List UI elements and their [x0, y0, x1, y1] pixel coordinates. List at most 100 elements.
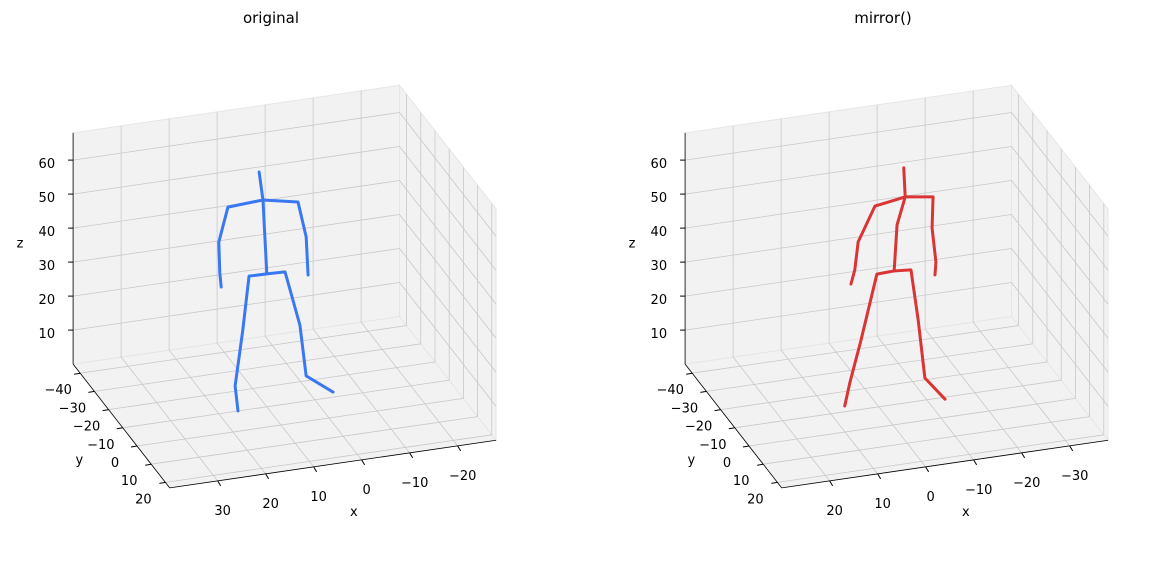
tick-mark [742, 445, 750, 448]
y-tick-label: 10 [121, 474, 138, 489]
grid-line [165, 434, 492, 483]
tick-mark [714, 409, 721, 412]
grid-line [685, 214, 1012, 263]
grid-line [685, 112, 1012, 161]
z-tick-label: 20 [39, 293, 56, 308]
x-tick-label: 0 [363, 483, 371, 498]
y-tick-label: −10 [699, 438, 726, 453]
grid-line [685, 146, 1012, 195]
grid-line [924, 328, 1022, 454]
grid-line [399, 146, 497, 271]
z-tick-label: 50 [39, 191, 56, 206]
grid-line [876, 335, 974, 461]
grid-line [777, 434, 1104, 483]
grid-line [122, 379, 450, 429]
x-axis-line [781, 439, 1109, 489]
tick-mark [771, 481, 778, 484]
x-tick-label: −10 [401, 476, 428, 491]
tick-mark [217, 480, 222, 487]
x-axis-label: x [962, 505, 970, 520]
limb [217, 198, 310, 289]
tick-mark [728, 427, 735, 430]
y-tick-label: 0 [723, 456, 731, 471]
grid-line [972, 321, 1070, 447]
grid-line [685, 248, 1012, 297]
x-tick-label: 20 [262, 497, 279, 512]
z-tick-label: 40 [651, 225, 668, 240]
pane [684, 84, 1012, 365]
y-tick-label: 20 [747, 492, 764, 507]
tick-mark [159, 481, 166, 484]
grid-line [780, 349, 878, 475]
grid-line [120, 356, 218, 482]
grid-line [151, 416, 478, 465]
tick-mark [1021, 452, 1026, 459]
z-tick-label: 40 [39, 225, 56, 240]
pane [72, 84, 400, 365]
grid-line [748, 398, 1076, 447]
tick-mark [700, 390, 707, 393]
x-tick-label: 10 [874, 497, 891, 512]
grid-line [692, 325, 1019, 374]
tick-mark [757, 463, 764, 466]
grid-line [1011, 146, 1109, 271]
z-tick-label: 10 [39, 327, 56, 342]
y-tick-label: 0 [111, 456, 119, 471]
grid-line [1011, 248, 1109, 373]
grid-line [312, 328, 410, 454]
x-tick-label: 10 [310, 490, 327, 505]
z-tick-label: 30 [651, 259, 668, 274]
x-tick-label: 20 [826, 504, 843, 519]
x-axis-line [169, 439, 497, 489]
tick-mark [130, 445, 138, 448]
grid-line [732, 356, 830, 482]
tick-mark [145, 463, 152, 466]
grid-line [828, 342, 926, 468]
grid-line [73, 112, 400, 161]
x-tick-label: 0 [927, 490, 935, 505]
grid-line [399, 248, 497, 373]
subplot-title: mirror() [854, 9, 912, 27]
grid-line [399, 214, 497, 339]
grid-line [94, 343, 421, 392]
y-axis-label: y [688, 453, 696, 468]
grid-line [1011, 180, 1109, 305]
z-axis-label: z [17, 237, 24, 252]
y-tick-label: 10 [733, 474, 750, 489]
grid-line [80, 325, 407, 374]
grid-line [734, 379, 1062, 429]
grid-line [720, 361, 1048, 410]
tick-mark [74, 372, 81, 375]
grid-line [399, 180, 497, 305]
tick-mark [829, 480, 834, 487]
tick-mark [361, 459, 366, 466]
y-tick-label: 20 [135, 492, 152, 507]
grid-line [216, 342, 314, 468]
y-axis-line [684, 363, 782, 489]
z-tick-label: 60 [651, 157, 668, 172]
tick-mark [102, 409, 109, 412]
grid-line [168, 349, 266, 475]
grid-line [264, 335, 362, 461]
grid-line [1011, 282, 1109, 407]
z-tick-label: 50 [651, 191, 668, 206]
grid-line [685, 180, 1012, 229]
subplot-title: original [243, 9, 299, 27]
grid-line [706, 343, 1033, 392]
pane [399, 83, 497, 442]
grid-line [73, 214, 400, 263]
tick-mark [116, 427, 123, 430]
z-axis-label: z [629, 237, 636, 252]
limb [892, 166, 907, 273]
grid-line [1011, 112, 1109, 237]
tick-mark [457, 445, 462, 452]
grid-line [136, 398, 464, 447]
limb [233, 270, 335, 413]
grid-line [763, 416, 1090, 465]
x-tick-label: −10 [965, 483, 992, 498]
y-tick-label: −30 [59, 401, 86, 416]
grid-line [399, 112, 497, 237]
x-tick-label: −20 [1013, 476, 1040, 491]
limb [843, 268, 947, 408]
